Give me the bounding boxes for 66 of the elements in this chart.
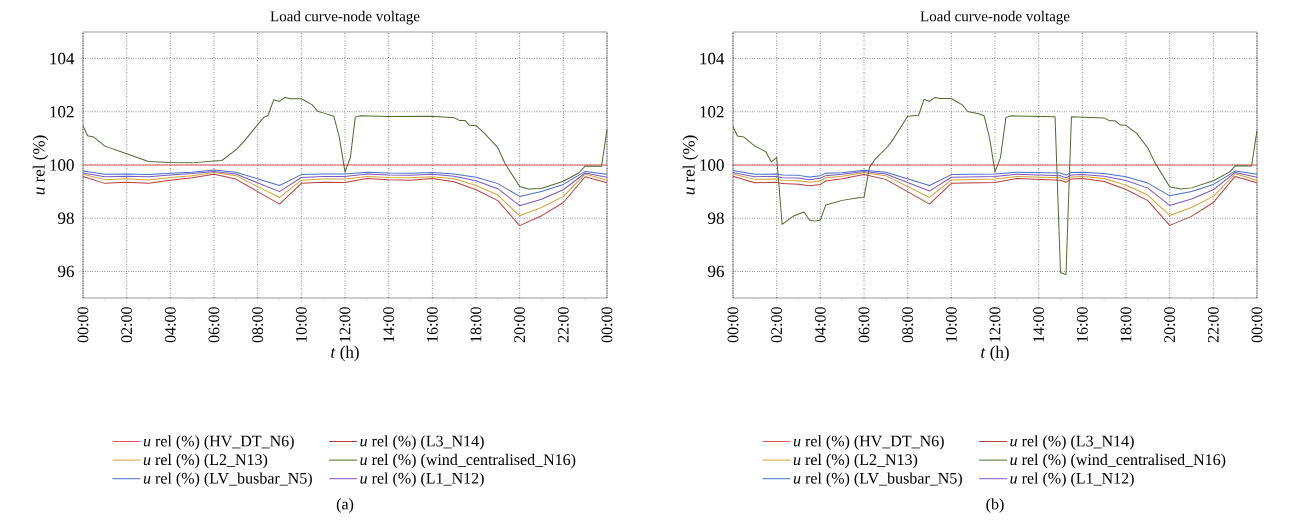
text: (b) xyxy=(986,498,1004,513)
x-tick-label: 22:00 xyxy=(1207,307,1219,343)
x-tick-label: 22:00 xyxy=(557,307,569,343)
line-series xyxy=(82,171,608,217)
chart-title: Load curve-node voltage xyxy=(270,10,420,25)
x-tick-label: 04:00 xyxy=(164,307,176,343)
y-tick-label: 102 xyxy=(700,106,724,118)
x-tick-label: 06:00 xyxy=(858,307,870,343)
x-tick-label: 18:00 xyxy=(1120,307,1132,342)
x-tick-label: 00:00 xyxy=(601,307,613,343)
x-axis-title: t (h) xyxy=(331,345,359,362)
line-series xyxy=(732,96,1258,276)
x-tick-label: 18:00 xyxy=(470,307,482,342)
line-series xyxy=(732,169,1258,197)
legend-label: u rel (%) (L1_N12) xyxy=(360,472,484,487)
y-tick-label: 100 xyxy=(50,159,74,171)
x-tick-label: 08:00 xyxy=(252,307,264,343)
x-tick-label: 00:00 xyxy=(1251,307,1263,343)
y-axis-title: u rel (%) xyxy=(682,135,699,195)
x-tick-label: 10:00 xyxy=(295,307,307,342)
legend-label: u rel (%) (wind_centralised_N16) xyxy=(360,453,576,469)
line-series xyxy=(732,170,1258,206)
x-tick-label: 12:00 xyxy=(989,307,1001,342)
y-tick-label: 96 xyxy=(708,265,724,278)
y-tick-label: 98 xyxy=(58,212,74,224)
x-tick-label: 02:00 xyxy=(121,307,133,343)
x-tick-label: 20:00 xyxy=(1164,307,1176,343)
legend-label: u rel (%) (LV_busbar_N5) xyxy=(793,472,962,487)
y-tick-label: 96 xyxy=(58,265,74,278)
legend-label: u rel (%) (L1_N12) xyxy=(1010,472,1134,487)
y-axis-title: u rel (%) xyxy=(32,135,49,195)
x-tick-label: 20:00 xyxy=(514,307,526,343)
x-tick-label: 16:00 xyxy=(1076,307,1088,342)
line-series xyxy=(732,174,1258,226)
y-tick-label: 100 xyxy=(700,159,724,171)
x-tick-label: 12:00 xyxy=(339,307,351,342)
x-tick-label: 14:00 xyxy=(383,307,395,342)
x-axis-title: t (h) xyxy=(981,345,1009,362)
legend-label: u rel (%) (HV_DT_N6) xyxy=(793,435,944,450)
line-series xyxy=(82,170,608,207)
x-tick-label: 00:00 xyxy=(727,307,739,343)
x-tick-label: 08:00 xyxy=(902,307,914,343)
legend-label: u rel (%) (LV_busbar_N5) xyxy=(143,472,312,487)
legend-label: u rel (%) (HV_DT_N6) xyxy=(143,435,294,450)
x-tick-label: 04:00 xyxy=(814,307,826,343)
y-tick-label: 98 xyxy=(708,212,724,224)
line-series xyxy=(82,173,608,227)
x-tick-label: 02:00 xyxy=(771,307,783,343)
legend-label: u rel (%) (L3_N14) xyxy=(360,435,484,450)
legend-label: u rel (%) (L2_N13) xyxy=(793,453,918,469)
legend-label: u rel (%) (L2_N13) xyxy=(143,453,268,469)
x-tick-label: 06:00 xyxy=(208,307,220,343)
x-tick-label: 14:00 xyxy=(1033,307,1045,342)
y-tick-label: 104 xyxy=(700,52,725,65)
y-tick-label: 102 xyxy=(50,106,74,118)
line-series xyxy=(82,96,608,190)
x-tick-label: 16:00 xyxy=(426,307,438,342)
y-tick-label: 104 xyxy=(50,52,75,65)
legend-label: u rel (%) (wind_centralised_N16) xyxy=(1010,453,1226,469)
x-tick-label: 00:00 xyxy=(77,307,89,343)
chart-title: Load curve-node voltage xyxy=(920,10,1070,25)
text: (a) xyxy=(336,498,354,513)
legend-label: u rel (%) (L3_N14) xyxy=(1010,435,1134,450)
line-series xyxy=(82,169,608,197)
x-tick-label: 10:00 xyxy=(945,307,957,342)
line-series xyxy=(732,172,1258,217)
